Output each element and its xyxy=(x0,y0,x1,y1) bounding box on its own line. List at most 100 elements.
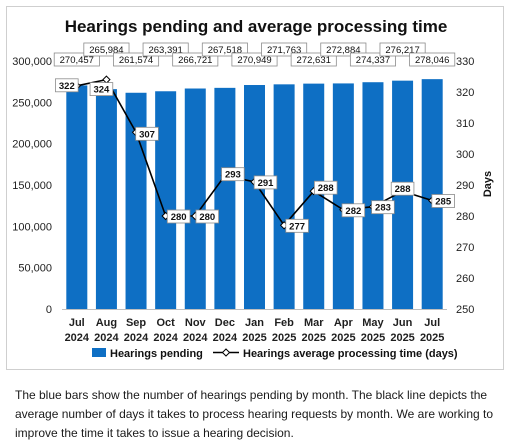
line-value-label-box xyxy=(390,181,415,196)
y-left-tick-label: 300,000 xyxy=(12,56,52,68)
line-marker xyxy=(102,75,111,84)
y-right-tick-label: 300 xyxy=(456,149,474,161)
line-value-label-box xyxy=(195,209,220,224)
line-value-label-box xyxy=(431,194,455,208)
x-tick-label-month: Jun xyxy=(393,317,413,329)
line-value-label-box xyxy=(341,203,366,218)
bar xyxy=(332,83,354,309)
x-tick-label-month: Oct xyxy=(156,317,175,329)
x-tick-label-year: 2025 xyxy=(242,332,266,344)
x-tick-label-year: 2024 xyxy=(65,332,90,344)
chart-caption: The blue bars show the number of hearing… xyxy=(15,388,494,440)
x-tick-label-month: Mar xyxy=(304,317,324,329)
line-value-label-box xyxy=(89,82,114,96)
bar-value-label: 270,949 xyxy=(237,55,271,66)
bar xyxy=(95,89,117,309)
x-tick-label-year: 2025 xyxy=(331,332,355,344)
bar xyxy=(66,85,88,309)
line-value-label-box xyxy=(371,200,395,215)
y-left-tick-label: 200,000 xyxy=(12,139,52,151)
line-value-label: 285 xyxy=(435,197,452,208)
bar xyxy=(273,84,295,309)
y-right-tick-label: 280 xyxy=(456,211,474,223)
y-right-tick-label: 290 xyxy=(456,180,474,192)
bar-value-label: 271,763 xyxy=(267,45,301,56)
bar xyxy=(362,82,384,309)
legend-label-bars: Hearings pending xyxy=(110,348,203,360)
x-tick-label-year: 2025 xyxy=(420,332,444,344)
x-tick-label-month: Jul xyxy=(69,317,85,329)
x-tick-label-month: Nov xyxy=(185,317,207,329)
x-tick-label-year: 2024 xyxy=(213,332,238,344)
x-tick-label-year: 2024 xyxy=(153,332,178,344)
bar-value-label: 261,574 xyxy=(119,55,153,66)
line-value-label: 324 xyxy=(93,85,110,96)
bar-value-label: 266,721 xyxy=(178,55,212,66)
x-tick-label-month: Apr xyxy=(334,317,354,329)
x-tick-label-month: May xyxy=(362,317,384,329)
bar-value-label: 278,046 xyxy=(415,55,449,66)
combo-chart: Hearings pending and average processing … xyxy=(12,17,494,360)
y-left-tick-label: 0 xyxy=(46,304,52,316)
x-tick-label-year: 2024 xyxy=(94,332,119,344)
line-value-label: 280 xyxy=(171,212,187,223)
line-value-label: 322 xyxy=(59,81,75,92)
x-tick-label-year: 2024 xyxy=(124,332,149,344)
x-tick-label-month: Sep xyxy=(126,317,146,329)
line-value-label: 283 xyxy=(375,203,391,214)
line-value-label: 291 xyxy=(258,178,275,189)
x-tick-label-year: 2025 xyxy=(301,332,325,344)
bar xyxy=(184,88,206,309)
line-value-label-box xyxy=(253,175,278,190)
y-right-tick-label: 250 xyxy=(456,304,474,316)
bar-value-label: 267,518 xyxy=(208,45,242,56)
y-right-tick-label: 310 xyxy=(456,118,474,130)
line-value-label-box xyxy=(135,126,159,141)
bar-value-label: 276,217 xyxy=(385,45,419,56)
x-tick-label-month: Aug xyxy=(96,317,117,329)
bar xyxy=(303,83,325,310)
y-left-tick-label: 50,000 xyxy=(18,263,52,275)
bar-value-label: 272,884 xyxy=(326,45,360,56)
line-value-label-box xyxy=(313,180,338,195)
bar xyxy=(125,92,147,309)
line-value-label: 288 xyxy=(318,183,334,194)
line-value-label: 277 xyxy=(289,221,305,232)
line-value-label: 293 xyxy=(225,170,241,181)
x-tick-label-month: Feb xyxy=(274,317,294,329)
line-value-label-box xyxy=(221,167,245,182)
x-tick-label-month: Jan xyxy=(245,317,264,329)
chart-title: Hearings pending and average processing … xyxy=(65,17,448,36)
legend-label-line: Hearings average processing time (days) xyxy=(243,348,458,360)
line-value-label-box xyxy=(285,218,309,233)
line-value-label: 288 xyxy=(395,184,411,195)
y-right-tick-label: 320 xyxy=(456,87,474,99)
x-tick-label-year: 2025 xyxy=(390,332,414,344)
y-left-tick-label: 150,000 xyxy=(12,180,52,192)
line-value-label: 280 xyxy=(199,212,215,223)
x-tick-label-month: Dec xyxy=(215,317,235,329)
x-tick-label-month: Jul xyxy=(424,317,440,329)
bar-value-label: 270,457 xyxy=(60,55,94,66)
bar-value-label: 274,337 xyxy=(356,55,390,66)
bar xyxy=(421,79,443,309)
y-left-tick-label: 100,000 xyxy=(12,221,52,233)
legend-swatch-bars xyxy=(92,348,106,357)
line-value-label-box xyxy=(55,78,79,93)
y-right-tick-label: 270 xyxy=(456,242,474,254)
bar xyxy=(155,91,177,309)
y-right-tick-label: 260 xyxy=(456,273,474,285)
x-tick-label-year: 2024 xyxy=(183,332,208,344)
bar xyxy=(244,85,265,309)
bar-value-label-box xyxy=(409,52,456,67)
bar xyxy=(214,87,236,310)
y-left-tick-label: 250,000 xyxy=(12,97,52,109)
line-value-label: 282 xyxy=(345,206,361,217)
x-tick-label-year: 2025 xyxy=(361,332,385,344)
line-value-label: 307 xyxy=(139,129,155,140)
legend-marker-line xyxy=(221,348,231,357)
bar-value-label: 272,631 xyxy=(297,55,331,66)
bar-value-label: 265,984 xyxy=(89,45,123,56)
line-value-label-box xyxy=(166,209,191,224)
x-tick-label-year: 2025 xyxy=(272,332,296,344)
